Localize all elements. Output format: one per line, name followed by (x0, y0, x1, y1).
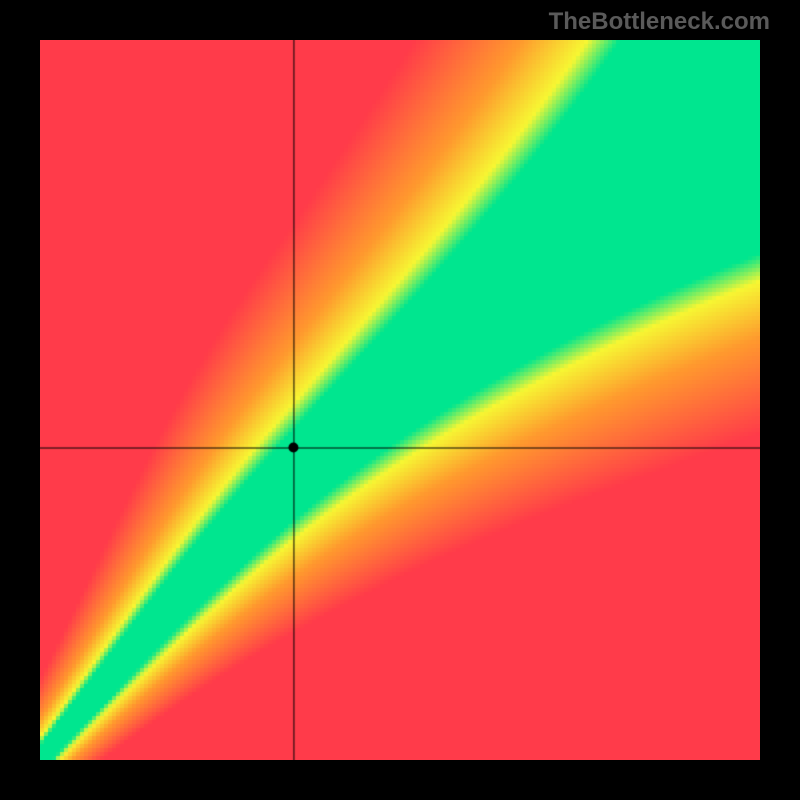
chart-container: TheBottleneck.com (0, 0, 800, 800)
bottleneck-heatmap (40, 40, 760, 760)
watermark-text: TheBottleneck.com (549, 8, 770, 36)
